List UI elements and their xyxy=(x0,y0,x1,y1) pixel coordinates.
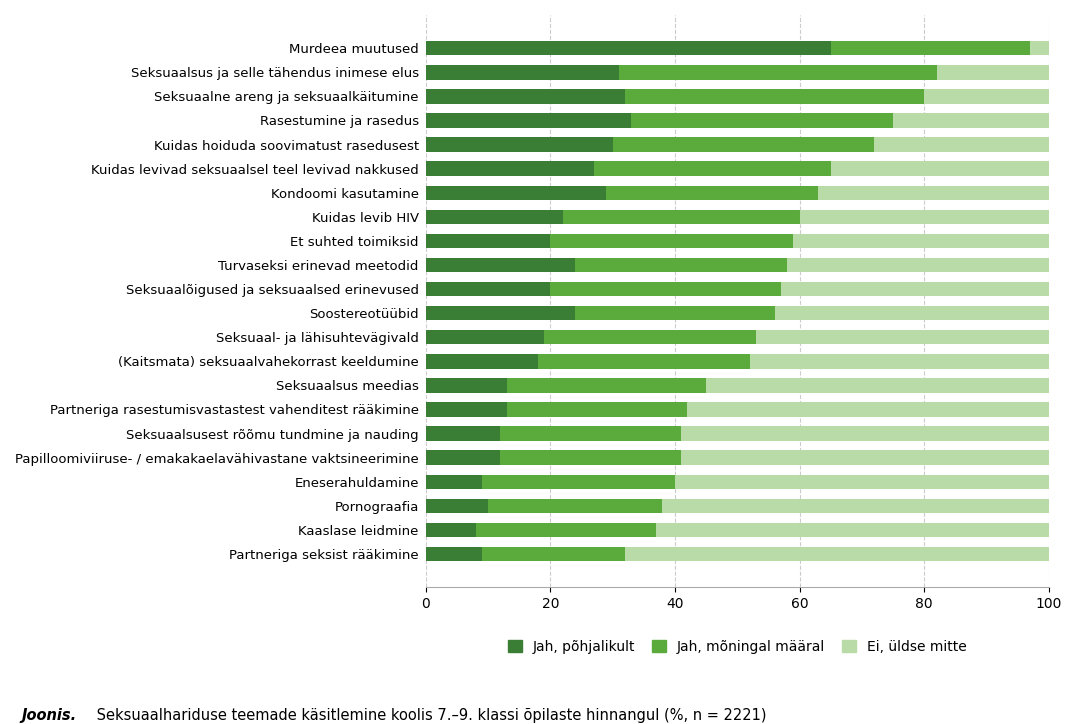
Bar xyxy=(794,234,1049,248)
Bar xyxy=(924,89,1049,104)
Bar xyxy=(550,282,781,296)
Bar xyxy=(830,41,1030,56)
Bar xyxy=(593,161,830,176)
Bar xyxy=(631,113,893,127)
Bar xyxy=(893,113,1049,127)
Bar xyxy=(425,41,830,56)
Bar xyxy=(501,426,681,441)
Bar xyxy=(425,258,575,272)
Bar xyxy=(476,523,656,537)
Bar xyxy=(501,450,681,465)
Bar xyxy=(481,474,675,489)
Bar xyxy=(425,426,501,441)
Bar xyxy=(488,499,662,513)
Bar xyxy=(425,523,476,537)
Bar xyxy=(425,113,631,127)
Bar xyxy=(425,282,550,296)
Bar xyxy=(575,258,787,272)
Bar xyxy=(774,306,1049,321)
Bar xyxy=(619,65,937,80)
Text: Joonis.: Joonis. xyxy=(22,708,76,723)
Bar xyxy=(707,378,1049,392)
Bar xyxy=(606,185,819,200)
Bar xyxy=(506,403,687,417)
Bar xyxy=(675,474,1049,489)
Bar xyxy=(875,138,1049,152)
Bar xyxy=(425,330,544,345)
Bar xyxy=(425,499,488,513)
Bar xyxy=(425,89,625,104)
Bar xyxy=(506,378,707,392)
Bar xyxy=(613,138,875,152)
Bar xyxy=(799,210,1049,224)
Bar xyxy=(425,138,613,152)
Bar xyxy=(425,403,506,417)
Bar xyxy=(687,403,1049,417)
Bar xyxy=(563,210,799,224)
Legend: Jah, põhjalikult, Jah, mõningal määral, Ei, üldse mitte: Jah, põhjalikult, Jah, mõningal määral, … xyxy=(502,634,973,660)
Bar xyxy=(819,185,1049,200)
Bar xyxy=(656,523,1049,537)
Bar xyxy=(550,234,794,248)
Bar xyxy=(425,185,606,200)
Bar xyxy=(425,354,537,369)
Bar xyxy=(481,547,625,561)
Bar xyxy=(681,450,1049,465)
Bar xyxy=(425,547,481,561)
Text: Seksuaalhariduse teemade käsitlemine koolis 7.–9. klassi õpilaste hinnangul (%, : Seksuaalhariduse teemade käsitlemine koo… xyxy=(92,708,766,723)
Bar xyxy=(781,282,1049,296)
Bar xyxy=(625,547,1049,561)
Bar xyxy=(425,306,575,321)
Bar xyxy=(425,210,563,224)
Bar xyxy=(937,65,1049,80)
Bar xyxy=(681,426,1049,441)
Bar xyxy=(625,89,924,104)
Bar xyxy=(425,161,593,176)
Bar xyxy=(830,161,1049,176)
Bar xyxy=(1030,41,1049,56)
Bar xyxy=(544,330,756,345)
Bar xyxy=(662,499,1049,513)
Bar xyxy=(575,306,774,321)
Bar xyxy=(425,450,501,465)
Bar xyxy=(425,65,619,80)
Bar xyxy=(756,330,1049,345)
Bar xyxy=(750,354,1049,369)
Bar xyxy=(537,354,750,369)
Bar xyxy=(787,258,1049,272)
Bar xyxy=(425,474,481,489)
Bar xyxy=(425,378,506,392)
Bar xyxy=(425,234,550,248)
